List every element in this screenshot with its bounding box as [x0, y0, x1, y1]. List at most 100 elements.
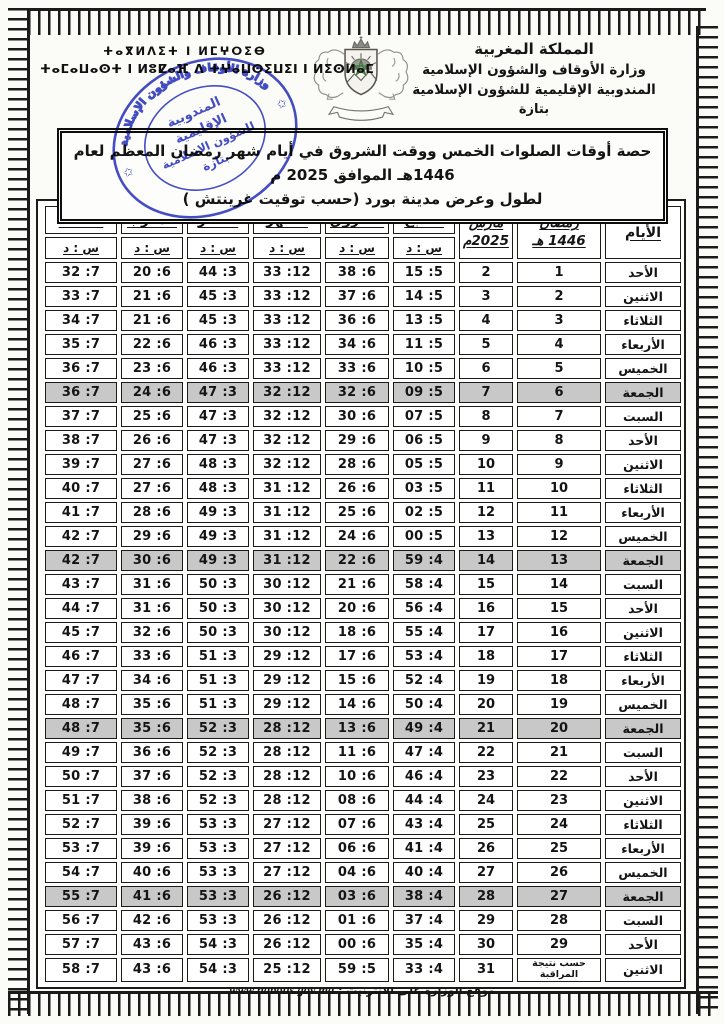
time-cell-isha: 51 :7	[45, 790, 117, 811]
time-cell-asr: 49 :3	[187, 502, 249, 523]
table-row: الخميس 19 20 50 :4 14 :6 29 :12 51 :3 35 :6 48 :…	[45, 694, 681, 715]
time-cell-subh: 38 :4	[393, 886, 455, 907]
document-title-box: حصة أوقات الصلوات الخمس ووقت الشروق في أ…	[57, 128, 668, 224]
time-cell-isha: 55 :7	[45, 886, 117, 907]
time-value: 11 :5	[404, 337, 444, 352]
march-day-cell: 7	[459, 382, 513, 403]
time-cell-subh: 59 :4	[393, 550, 455, 571]
time-value: 28 :12	[263, 769, 311, 784]
march-day-cell: 17	[459, 622, 513, 643]
time-cell-isha: 32 :7	[45, 262, 117, 283]
time-value: 39 :6	[132, 817, 172, 832]
table-row: الجمعة 6 7 09 :5 32 :6 32 :12 47 :3 24 :6 36 :7	[45, 382, 681, 403]
time-cell-asr: 50 :3	[187, 598, 249, 619]
march-day-cell: 12	[459, 502, 513, 523]
time-cell-subh: 15 :5	[393, 262, 455, 283]
time-cell-shuruq: 36 :6	[325, 310, 389, 331]
table-row: الأربعاء 18 19 52 :4 15 :6 29 :12 51 :3 34 :6 47…	[45, 670, 681, 691]
day-cell: الأربعاء	[605, 502, 681, 523]
time-cell-asr: 51 :3	[187, 670, 249, 691]
day-cell: الاثنين	[605, 958, 681, 982]
time-value: 48 :3	[198, 457, 238, 472]
time-value: 41 :4	[404, 841, 444, 856]
march-day-cell: 15	[459, 574, 513, 595]
time-cell-asr: 49 :3	[187, 526, 249, 547]
time-value: 23 :6	[132, 361, 172, 376]
ramadan-day-cell: 26	[517, 862, 601, 883]
day-cell: الأربعاء	[605, 334, 681, 355]
decorative-border-top	[28, 8, 706, 35]
time-value: 30 :12	[263, 577, 311, 592]
march-day-cell: 13	[459, 526, 513, 547]
time-value: 54 :3	[198, 962, 238, 978]
time-value: 13 :5	[404, 313, 444, 328]
time-value: 34 :6	[132, 673, 172, 688]
time-value: 33 :7	[61, 289, 101, 304]
time-value: 53 :3	[198, 841, 238, 856]
time-cell-maghrib: 25 :6	[121, 406, 183, 427]
table-row: السبت 7 8 07 :5 30 :6 32 :12 47 :3 25 :6 37 :7	[45, 406, 681, 427]
time-value: 55 :7	[61, 889, 101, 904]
time-cell-maghrib: 35 :6	[121, 718, 183, 739]
time-cell-isha: 41 :7	[45, 502, 117, 523]
time-cell-dhuhr: 32 :12	[253, 406, 321, 427]
time-value: 43 :6	[132, 962, 172, 978]
time-cell-isha: 52 :7	[45, 814, 117, 835]
time-value: 53 :7	[61, 841, 101, 856]
table-row: الثلاثاء 10 11 03 :5 26 :6 31 :12 48 :3 27 :6 40…	[45, 478, 681, 499]
time-cell-dhuhr: 33 :12	[253, 310, 321, 331]
time-cell-subh: 05 :5	[393, 454, 455, 475]
march-day-cell: 30	[459, 934, 513, 955]
time-cell-isha: 33 :7	[45, 286, 117, 307]
day-cell: السبت	[605, 406, 681, 427]
table-row: السبت 28 29 37 :4 01 :6 26 :12 53 :3 42 :6 56 :7	[45, 910, 681, 931]
time-cell-asr: 51 :3	[187, 694, 249, 715]
time-value: 26 :6	[132, 433, 172, 448]
time-cell-isha: 50 :7	[45, 766, 117, 787]
time-value: 46 :7	[61, 649, 101, 664]
time-cell-subh: 50 :4	[393, 694, 455, 715]
time-value: 32 :12	[263, 457, 311, 472]
time-value: 11 :6	[337, 745, 377, 760]
time-value: 21 :6	[337, 577, 377, 592]
time-cell-maghrib: 23 :6	[121, 358, 183, 379]
time-cell-asr: 47 :3	[187, 430, 249, 451]
time-cell-asr: 52 :3	[187, 766, 249, 787]
time-value: 40 :4	[404, 865, 444, 880]
time-value: 20 :6	[337, 601, 377, 616]
time-cell-dhuhr: 33 :12	[253, 286, 321, 307]
march-day-cell: 4	[459, 310, 513, 331]
time-cell-isha: 34 :7	[45, 310, 117, 331]
time-cell-dhuhr: 28 :12	[253, 790, 321, 811]
time-cell-shuruq: 59 :5	[325, 958, 389, 982]
time-cell-isha: 39 :7	[45, 454, 117, 475]
time-value: 25 :6	[132, 409, 172, 424]
unit-cell-isha: س : د	[45, 237, 117, 259]
stamp-star-right: ✩	[274, 95, 289, 112]
time-cell-isha: 57 :7	[45, 934, 117, 955]
time-cell-isha: 48 :7	[45, 718, 117, 739]
time-value: 13 :6	[337, 721, 377, 736]
time-value: 42 :7	[61, 529, 101, 544]
march-day-cell: 26	[459, 838, 513, 859]
time-cell-isha: 40 :7	[45, 478, 117, 499]
time-value: 38 :6	[132, 793, 172, 808]
table-row: الثلاثاء 17 18 53 :4 17 :6 29 :12 51 :3 33 :6 46…	[45, 646, 681, 667]
time-value: 09 :5	[404, 385, 444, 400]
time-value: 30 :12	[263, 625, 311, 640]
time-cell-shuruq: 24 :6	[325, 526, 389, 547]
time-value: 27 :6	[132, 457, 172, 472]
day-cell: الأحد	[605, 598, 681, 619]
march-day-cell: 10	[459, 454, 513, 475]
time-cell-dhuhr: 28 :12	[253, 718, 321, 739]
time-value: 00 :6	[337, 937, 377, 952]
letterhead-tifinagh: ⵜⴰⴳⵍⴷⵉⵜ ⵏ ⵍⵎⵖⵔⵉⴱ ⵜⴰⵎⴰⵡⴰⵙⵜ ⵏ ⵍⵓⵇⴰⴼ ⴷ ⵜⵖⴰⵡ…	[40, 44, 374, 76]
ramadan-day-cell: 19	[517, 694, 601, 715]
march-day-cell: 25	[459, 814, 513, 835]
time-value: 56 :7	[61, 913, 101, 928]
time-cell-maghrib: 43 :6	[121, 934, 183, 955]
march-day-cell: 23	[459, 766, 513, 787]
time-cell-dhuhr: 29 :12	[253, 646, 321, 667]
time-value: 58 :4	[404, 577, 444, 592]
time-cell-asr: 47 :3	[187, 382, 249, 403]
